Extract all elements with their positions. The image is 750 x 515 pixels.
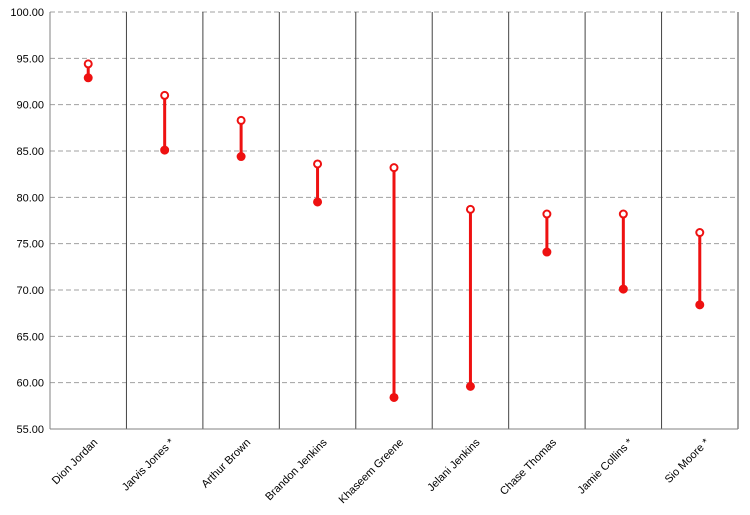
y-tick-label: 80.00 bbox=[16, 192, 44, 204]
x-tick-label: Jarvis Jones * bbox=[120, 436, 177, 493]
axes bbox=[49, 12, 738, 430]
high-point bbox=[236, 115, 246, 125]
low-point bbox=[465, 381, 475, 391]
y-tick-labels: 55.00 60.00 65.00 70.00 75.00 80.00 85.00 90.00… bbox=[10, 7, 44, 436]
x-tick-label: Arthur Brown bbox=[199, 437, 253, 491]
low-point bbox=[313, 197, 323, 207]
low-point bbox=[236, 152, 246, 162]
x-tick-label: Dion Jordan bbox=[50, 437, 100, 487]
high-point bbox=[160, 90, 170, 100]
low-point bbox=[695, 300, 705, 310]
y-tick-label: 100.00 bbox=[10, 7, 44, 19]
low-point bbox=[389, 392, 399, 402]
high-point bbox=[695, 228, 705, 238]
low-point bbox=[542, 247, 552, 257]
y-tick-label: 65.00 bbox=[16, 331, 44, 343]
y-tick-label: 70.00 bbox=[16, 285, 44, 297]
high-point bbox=[542, 209, 552, 219]
y-tick-label: 75.00 bbox=[16, 239, 44, 251]
y-tick-label: 95.00 bbox=[16, 53, 44, 65]
low-point bbox=[83, 73, 93, 83]
x-tick-label: Chase Thomas bbox=[498, 436, 559, 497]
high-point bbox=[313, 159, 323, 169]
x-tick-label: Brandon Jenkins bbox=[263, 436, 330, 503]
x-tick-label: Jelani Jenkins bbox=[425, 436, 483, 494]
y-tick-label: 85.00 bbox=[16, 146, 44, 158]
y-tick-label: 90.00 bbox=[16, 100, 44, 112]
high-point bbox=[465, 204, 475, 214]
x-tick-label: Khaseem Greene bbox=[337, 437, 406, 506]
x-tick-labels: Dion Jordan Jarvis Jones * Arthur Brown Bra… bbox=[50, 436, 712, 506]
high-point bbox=[83, 59, 93, 69]
x-tick-label: Sio Moore * bbox=[663, 436, 713, 486]
y-tick-label: 60.00 bbox=[16, 378, 44, 390]
x-tick-label: Jamie Collins * bbox=[576, 436, 636, 496]
y-tick-label: 55.00 bbox=[16, 424, 44, 436]
low-point bbox=[160, 145, 170, 155]
dumbbell-marks bbox=[83, 59, 705, 402]
high-point bbox=[618, 209, 628, 219]
category-dividers bbox=[125, 12, 739, 429]
low-point bbox=[618, 284, 628, 294]
high-point bbox=[389, 163, 399, 173]
